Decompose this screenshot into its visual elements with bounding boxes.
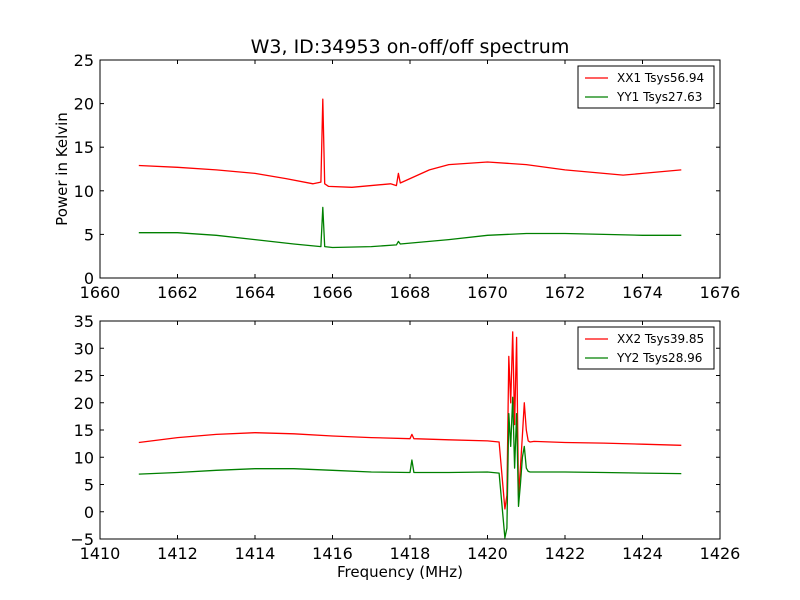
x-tick-label: 1666 <box>312 283 353 302</box>
x-tick-label: 1676 <box>700 283 741 302</box>
legend-entry-label: XX2 Tsys39.85 <box>617 332 704 346</box>
series-line-yy <box>138 206 682 249</box>
legend-entry-label: YY2 Tsys28.96 <box>616 351 702 365</box>
legend-box <box>577 65 715 109</box>
y-tick-label: −5 <box>70 530 94 549</box>
top-panel-xx1-yy1: 1660 1662 1664 1666 1668 1670 1672 1674 1676 0 5 10… <box>53 51 740 302</box>
x-tick-label: 1426 <box>700 544 741 563</box>
figure-title: W3, ID:34953 on-off/off spectrum <box>251 36 570 58</box>
y-tick-label: 25 <box>74 367 94 386</box>
y-tick-label: 10 <box>74 182 94 201</box>
x-tick-label: 1410 <box>80 544 121 563</box>
x-axis-label: Frequency (MHz) <box>337 563 463 581</box>
y-tick-label: 0 <box>84 269 94 288</box>
y-tick-label: 0 <box>84 503 94 522</box>
legend-box <box>577 326 715 370</box>
legend-entry-label: YY1 Tsys27.63 <box>616 90 702 104</box>
y-tick-label: 25 <box>74 51 94 70</box>
y-tick-label: 20 <box>74 394 94 413</box>
y-tick-label: 35 <box>74 312 94 331</box>
y-tick-label: 5 <box>84 476 94 495</box>
y-tick-label: 5 <box>84 225 94 244</box>
x-tick-label: 1662 <box>157 283 198 302</box>
x-tick-label: 1420 <box>467 544 508 563</box>
x-tick-label: 1668 <box>390 283 431 302</box>
x-tick-label: 1418 <box>390 544 431 563</box>
y-tick-label: 15 <box>74 421 94 440</box>
x-tick-label: 1664 <box>235 283 276 302</box>
series-line-yy <box>138 396 682 539</box>
y-tick-label: 10 <box>74 448 94 467</box>
x-tick-label: 1674 <box>622 283 663 302</box>
y-tick-label: 20 <box>74 95 94 114</box>
x-tick-label: 1660 <box>80 283 121 302</box>
legend-entry-label: XX1 Tsys56.94 <box>617 71 704 85</box>
bottom-panel-xx2-yy2: 1410 1412 1414 1416 1418 1420 1422 1424 1426 −5 0 5… <box>70 312 740 581</box>
x-tick-label: 1424 <box>622 544 663 563</box>
y-tick-label: 30 <box>74 339 94 358</box>
x-tick-label: 1414 <box>235 544 276 563</box>
series-line-xx <box>138 331 682 510</box>
x-tick-label: 1422 <box>545 544 586 563</box>
series-line-xx <box>138 98 682 188</box>
x-tick-label: 1416 <box>312 544 353 563</box>
y-tick-label: 15 <box>74 138 94 157</box>
x-tick-label: 1672 <box>545 283 586 302</box>
y-axis-label: Power in Kelvin <box>53 112 71 226</box>
x-tick-label: 1412 <box>157 544 198 563</box>
x-tick-label: 1670 <box>467 283 508 302</box>
